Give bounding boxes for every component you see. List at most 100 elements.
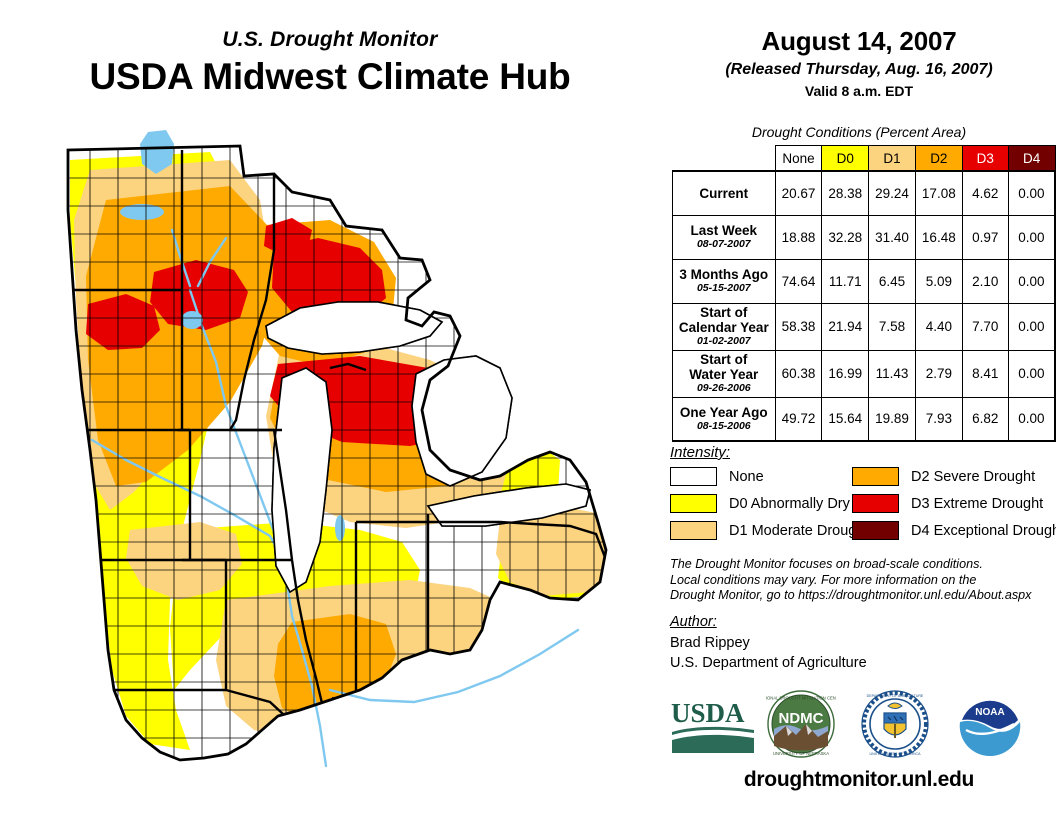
legend-items: None D0 Abnormally Dry D1 Moderate Drought… [670,466,1056,544]
table-row: 3 Months Ago 05-15-2007 74.64 11.71 6.45 5.09… [672,258,1056,304]
cell-d2: 2.79 [914,349,963,398]
table-header-row: None D0 D1 D2 D3 D4 [673,145,1056,172]
legend-swatch-d2 [852,467,899,486]
author-org: U.S. Department of Agriculture [670,655,867,671]
cell-d4: 0.00 [1007,170,1056,216]
ndmc-logo: NDMC NATIONAL DROUGHT MITIGATION CENTER … [758,689,844,764]
page-title-block: U.S. Drought Monitor USDA Midwest Climat… [0,28,660,98]
legend-label-none: None [729,468,764,485]
table-col-d2: D2 [914,145,963,172]
svg-text:UNIVERSITY OF NEBRASKA: UNIVERSITY OF NEBRASKA [773,751,829,756]
svg-text:NDMC: NDMC [779,710,824,727]
note-line-2: Local conditions may vary. For more info… [670,572,977,587]
cell-none: 58.38 [774,302,823,351]
cell-d2: 7.93 [914,396,963,442]
table-col-d4: D4 [1007,145,1056,172]
table-corner-blank [673,146,776,172]
row-date: 09-26-2006 [696,382,751,394]
cell-d4: 0.00 [1007,214,1056,260]
cell-d2: 17.08 [914,170,963,216]
row-label: One Year Ago 08-15-2006 [672,396,776,442]
cell-d1: 6.45 [868,258,916,304]
note-line-3: Drought Monitor, go to https://droughtmo… [670,588,1032,602]
disclaimer-note: The Drought Monitor focuses on broad-sca… [670,557,1056,604]
legend-swatch-d4 [852,521,899,540]
noaa-logo: NOAA [954,690,1026,763]
cell-none: 49.72 [774,396,823,442]
table-col-d3: D3 [961,145,1009,172]
legend-item-d2[interactable]: D2 Severe Drought [852,466,1035,487]
row-date: 08-15-2006 [696,419,751,432]
page-title: USDA Midwest Climate Hub [89,56,571,97]
legend-swatch-d1 [670,521,717,540]
row-label: Start of Water Year 09-26-2006 [672,349,776,398]
cell-none: 60.38 [774,349,823,398]
row-label: Current [672,170,776,216]
cell-d4: 0.00 [1007,349,1056,398]
map-lake-overlay [265,301,591,594]
cell-d0: 21.94 [821,302,870,351]
map-region-outline [66,144,608,762]
row-label: Start of Calendar Year 01-02-2007 [672,302,776,351]
page-subtitle: U.S. Drought Monitor [222,28,438,51]
usda-logo: USDA [670,696,756,761]
table-caption: Drought Conditions (Percent Area) [751,124,967,140]
legend-item-d3[interactable]: D3 Extreme Drought [852,493,1043,514]
cell-d3: 2.10 [961,258,1009,304]
legend-label-d0: D0 Abnormally Dry [729,495,850,512]
row-date: 05-15-2007 [696,282,751,294]
cell-d4: 0.00 [1007,396,1056,442]
cell-d0: 28.38 [821,170,870,216]
legend-item-none[interactable]: None [670,466,764,487]
map-svg[interactable] [30,130,660,810]
legend-swatch-d3 [852,494,899,513]
intensity-legend: Intensity: None D0 Abnormally Dry D1 Moder… [670,444,1056,544]
table-row: Start of Calendar Year 01-02-2007 58.38 21.9… [672,302,1056,351]
svg-text:USDA: USDA [671,698,745,728]
report-date-block: August 14, 2007 (Released Thursday, Aug.… [662,26,1056,99]
table-body: Current 20.67 28.38 29.24 17.08 4.62 0.00 Last … [672,170,1056,442]
usda-seal-logo: DEPARTMENT OF AGRICULTURE UNITED STATES … [860,689,930,764]
cell-none: 20.67 [774,170,823,216]
author-heading: Author: [670,614,717,630]
site-url: droughtmonitor.unl.edu [743,768,975,791]
cell-d2: 4.40 [914,302,963,351]
drought-conditions-table: None D0 D1 D2 D3 D4 Current 20.67 28.38 29.24 17.… [672,145,1056,442]
cell-d1: 31.40 [868,214,916,260]
logo-row: USDA NDMC NATIONAL DROUGHT MITIGATION CE… [662,688,1056,764]
legend-title: Intensity: [670,444,731,461]
cell-d2: 5.09 [914,258,963,304]
legend-swatch-d0 [670,494,717,513]
cell-d1: 19.89 [868,396,916,442]
cell-d3: 6.82 [961,396,1009,442]
cell-d4: 0.00 [1007,302,1056,351]
map-inland-lakes [120,130,345,541]
legend-item-d4[interactable]: D4 Exceptional Drought [852,520,1056,541]
report-valid-time: Valid 8 a.m. EDT [804,83,914,99]
cell-d3: 4.62 [961,170,1009,216]
report-released: (Released Thursday, Aug. 16, 2007) [725,61,993,78]
legend-label-d1: D1 Moderate Drought [729,522,869,539]
author-name: Brad Rippey [670,635,750,651]
legend-label-d4: D4 Exceptional Drought [911,522,1056,539]
legend-item-d0[interactable]: D0 Abnormally Dry [670,493,850,514]
cell-d1: 7.58 [868,302,916,351]
cell-none: 18.88 [774,214,823,260]
table-col-d0: D0 [821,145,870,172]
row-label: Last Week 08-07-2007 [672,214,776,260]
table-row: Last Week 08-07-2007 18.88 32.28 31.40 16.48 0… [672,214,1056,260]
report-date: August 14, 2007 [761,26,957,56]
cell-d3: 0.97 [961,214,1009,260]
table-row: Current 20.67 28.38 29.24 17.08 4.62 0.00 [672,170,1056,216]
cell-d0: 16.99 [821,349,870,398]
row-date: 08-07-2007 [696,238,751,250]
legend-item-d1[interactable]: D1 Moderate Drought [670,520,868,541]
cell-d4: 0.00 [1007,258,1056,304]
table-row: One Year Ago 08-15-2006 49.72 15.64 19.89 7.9… [672,396,1056,442]
us-drought-monitor-midwest-map[interactable] [30,130,660,810]
cell-d1: 11.43 [868,349,916,398]
cell-d0: 11.71 [821,258,870,304]
svg-text:UNITED STATES OF AMERICA: UNITED STATES OF AMERICA [870,752,922,756]
legend-label-d3: D3 Extreme Drought [911,495,1044,512]
